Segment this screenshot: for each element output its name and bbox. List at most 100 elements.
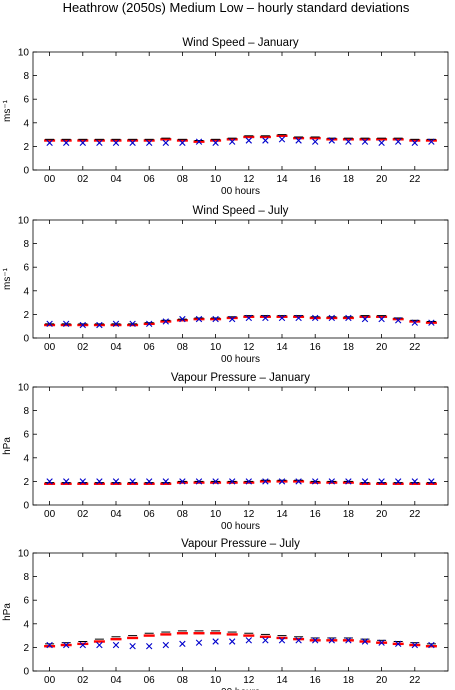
data-point-blue	[278, 637, 286, 644]
data-point-blue	[229, 315, 236, 323]
x-tick-label: 10	[210, 509, 222, 520]
x-tick-label: 22	[409, 675, 421, 686]
data-point-blue	[162, 478, 169, 485]
data-point-blue	[411, 139, 418, 147]
x-tick-label: 12	[243, 342, 255, 353]
y-tick-label: 2	[23, 142, 29, 153]
chart-title: Vapour Pressure – January	[171, 372, 310, 384]
data-point-blue	[245, 137, 252, 144]
data-point-blue	[428, 641, 435, 649]
data-point-blue	[245, 478, 252, 485]
data-point-blue	[212, 315, 219, 323]
data-point-blue	[96, 139, 103, 147]
data-point-blue	[361, 478, 369, 485]
x-tick-label: 14	[276, 675, 288, 686]
x-tick-label: 20	[376, 174, 388, 185]
data-point-blue	[179, 139, 186, 147]
data-point-blue	[378, 478, 385, 485]
data-point-blue	[46, 641, 53, 649]
data-point-blue	[63, 641, 70, 649]
x-tick-label: 12	[243, 174, 255, 185]
y-tick-label: 8	[23, 239, 29, 250]
data-point-blue	[79, 139, 86, 147]
data-point-blue	[179, 315, 186, 323]
data-point-blue	[112, 139, 120, 147]
y-tick-label: 10	[18, 48, 30, 59]
data-point-blue	[411, 641, 418, 649]
data-point-blue	[361, 315, 369, 323]
x-tick-label: 12	[243, 509, 255, 520]
data-point-blue	[129, 139, 136, 147]
x-tick-label: 08	[177, 342, 189, 353]
x-tick-label: 14	[276, 342, 288, 353]
plot-area	[32, 51, 449, 171]
x-tick-label: 22	[409, 174, 421, 185]
x-tick-label: 20	[376, 342, 388, 353]
x-axis-label: 00 hours	[221, 521, 260, 532]
x-tick-label: 04	[110, 174, 122, 185]
data-point-blue	[96, 478, 103, 485]
chart-title: Wind Speed – July	[193, 205, 289, 217]
x-tick-label: 10	[210, 174, 222, 185]
data-point-blue	[278, 314, 286, 322]
x-tick-label: 00	[44, 675, 56, 686]
data-point-blue	[146, 139, 153, 147]
data-point-blue	[129, 478, 136, 485]
data-point-blue	[229, 638, 236, 645]
data-point-blue	[179, 478, 186, 485]
x-tick-label: 04	[110, 509, 122, 520]
data-point-blue	[245, 637, 252, 644]
x-axis-label: 00 hours	[221, 186, 260, 197]
data-point-blue	[312, 138, 319, 145]
data-point-blue	[195, 639, 203, 646]
data-point-blue	[79, 641, 86, 649]
y-tick-label: 10	[18, 383, 30, 394]
y-axis-label: ms⁻¹	[2, 99, 13, 122]
y-tick-label: 6	[23, 95, 29, 106]
plot-area	[32, 386, 449, 506]
y-tick-label: 2	[23, 643, 29, 654]
data-point-blue	[112, 320, 120, 328]
y-axis-label: hPa	[2, 603, 13, 621]
data-point-blue	[162, 641, 169, 649]
plot-area	[32, 552, 449, 672]
data-point-blue	[328, 137, 335, 144]
x-tick-label: 14	[276, 174, 288, 185]
data-point-blue	[312, 478, 319, 485]
x-tick-label: 04	[110, 675, 122, 686]
data-point-blue	[395, 478, 402, 485]
y-tick-label: 0	[23, 667, 29, 678]
data-point-blue	[345, 314, 352, 322]
y-tick-label: 0	[23, 334, 29, 345]
data-point-blue	[79, 321, 86, 329]
y-tick-label: 6	[23, 430, 29, 441]
data-point-blue	[179, 640, 186, 648]
data-point-blue	[395, 640, 402, 648]
figure-title: Heathrow (2050s) Medium Low – hourly sta…	[63, 0, 410, 15]
data-point-blue	[262, 314, 269, 322]
x-tick-label: 16	[310, 174, 322, 185]
x-tick-label: 14	[276, 509, 288, 520]
data-point-blue	[378, 639, 385, 646]
x-tick-label: 06	[144, 342, 156, 353]
y-tick-label: 2	[23, 477, 29, 488]
data-point-blue	[63, 320, 70, 328]
data-point-blue	[245, 314, 252, 322]
y-tick-label: 4	[23, 286, 29, 297]
data-point-blue	[395, 317, 402, 324]
data-point-blue	[345, 637, 352, 644]
data-point-blue	[63, 139, 70, 147]
data-point-blue	[79, 478, 86, 485]
data-point-blue	[278, 136, 286, 143]
plot-area	[32, 219, 449, 339]
data-point-blue	[345, 478, 352, 485]
data-point-blue	[46, 139, 53, 147]
y-tick-label: 2	[23, 310, 29, 321]
data-point-blue	[312, 637, 319, 644]
data-point-blue	[295, 314, 302, 322]
